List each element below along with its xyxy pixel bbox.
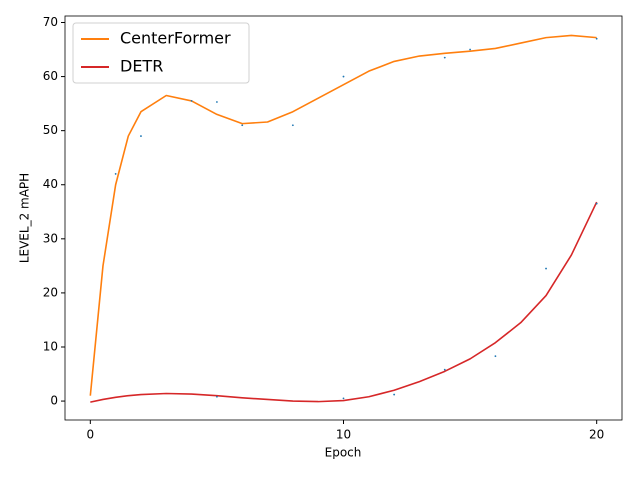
legend-label: DETR: [120, 57, 163, 76]
scatter-point: [114, 173, 117, 175]
y-tick-label: 40: [43, 177, 58, 191]
scatter-point: [140, 135, 142, 137]
scatter-point: [469, 48, 471, 51]
scatter-point: [545, 267, 547, 270]
scatter-point: [443, 368, 446, 371]
y-tick-label: 10: [43, 339, 58, 353]
y-tick-label: 0: [50, 394, 58, 408]
scatter-point: [216, 101, 218, 103]
scatter-point: [595, 37, 598, 40]
plot-frame: [64, 15, 623, 421]
x-tick-label: 0: [86, 428, 94, 442]
y-tick-label: 60: [43, 69, 58, 83]
scatter-point: [241, 124, 244, 127]
y-axis-label: LEVEL_2 mAPH: [18, 173, 32, 263]
legend-label: CenterFormer: [120, 29, 231, 48]
scatter-point: [595, 202, 598, 205]
scatter-point: [342, 75, 345, 78]
y-tick-label: 20: [43, 285, 58, 299]
scatter-point: [291, 124, 294, 127]
scatter-point: [494, 355, 497, 358]
y-tick-label: 30: [43, 231, 58, 245]
x-tick-label: 10: [336, 428, 351, 442]
scatter-point: [190, 100, 193, 102]
y-tick-label: 50: [43, 123, 58, 137]
scatter-point: [342, 397, 345, 400]
legend-box: [72, 22, 250, 84]
x-axis-label: Epoch: [325, 446, 362, 460]
scatter-point: [216, 395, 218, 398]
scatter-point: [443, 56, 446, 59]
line-series: [89, 34, 597, 396]
x-tick-label: 20: [589, 428, 604, 442]
scatter-point: [393, 393, 396, 396]
y-tick-label: 70: [43, 15, 58, 29]
line-series: [90, 201, 598, 403]
